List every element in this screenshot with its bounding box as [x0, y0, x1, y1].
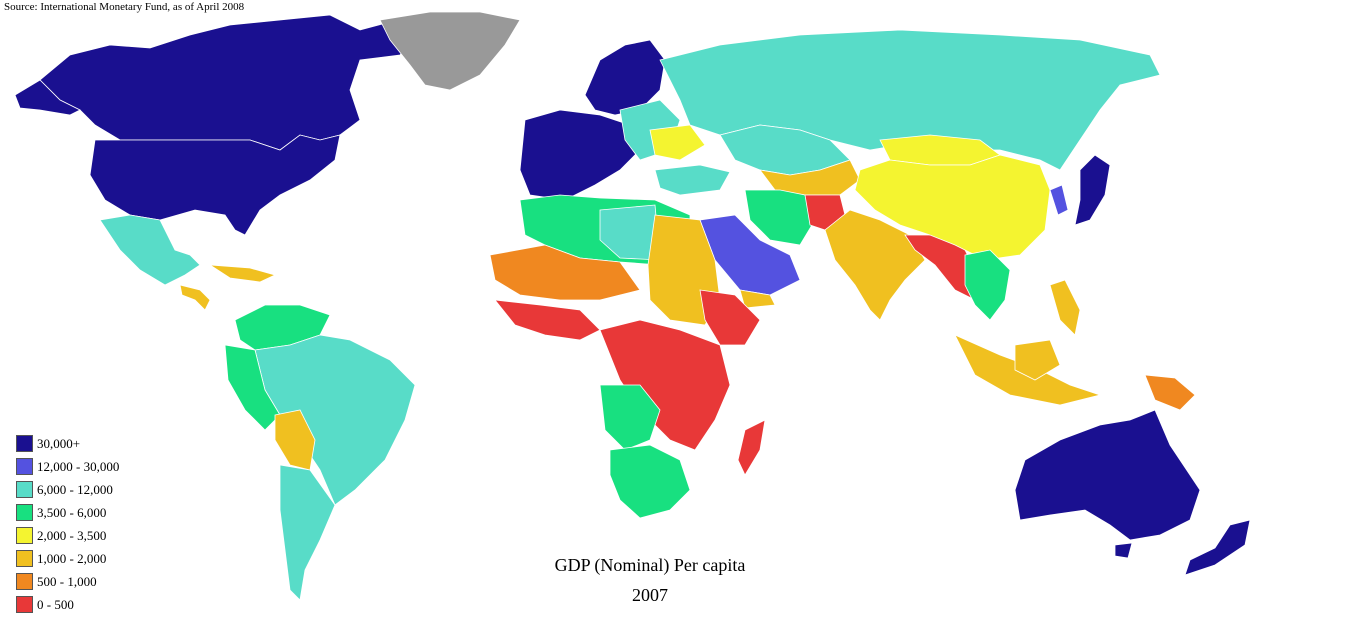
region-australia — [1014, 409, 1201, 541]
legend: 30,000+ 12,000 - 30,000 6,000 - 12,000 3… — [16, 432, 119, 616]
region-alaska — [14, 79, 81, 116]
legend-label: 0 - 500 — [37, 596, 74, 612]
region-southern-africa — [609, 444, 691, 519]
region-angola-congo — [599, 384, 661, 451]
legend-swatch — [16, 458, 33, 475]
legend-label: 12,000 - 30,000 — [37, 458, 120, 474]
region-yemen — [739, 289, 776, 309]
region-canada — [39, 14, 421, 151]
region-caribbean — [209, 264, 277, 283]
region-turkey — [654, 164, 731, 196]
region-argentina — [279, 464, 336, 601]
legend-item: 3,500 - 6,000 — [16, 501, 119, 524]
region-greenland — [379, 11, 521, 91]
legend-label: 3,500 - 6,000 — [37, 504, 107, 520]
region-central-america — [179, 284, 211, 311]
legend-swatch — [16, 596, 33, 613]
region-sahel — [489, 244, 641, 301]
legend-item: 2,000 - 3,500 — [16, 524, 119, 547]
region-china — [854, 154, 1051, 261]
region-libya — [599, 204, 661, 261]
region-west-africa — [494, 299, 601, 341]
region-mexico — [99, 214, 201, 286]
map-year: 2007 — [632, 585, 668, 605]
region-horn-of-africa — [699, 289, 761, 346]
region-papua-new-guinea — [1144, 374, 1196, 411]
legend-label: 500 - 1,000 — [37, 573, 97, 589]
legend-label: 2,000 - 3,500 — [37, 527, 107, 543]
region-madagascar — [737, 419, 766, 476]
legend-item: 6,000 - 12,000 — [16, 478, 119, 501]
region-ukraine — [649, 124, 706, 161]
map-title: GDP (Nominal) Per capita — [554, 555, 746, 575]
legend-label: 6,000 - 12,000 — [37, 481, 113, 497]
region-philippines — [1049, 279, 1081, 336]
region-iran — [744, 189, 816, 246]
legend-swatch — [16, 481, 33, 498]
legend-swatch — [16, 527, 33, 544]
region-tasmania — [1114, 542, 1133, 559]
region-peru — [224, 344, 281, 431]
legend-item: 1,000 - 2,000 — [16, 547, 119, 570]
region-new-zealand — [1184, 519, 1251, 576]
region-india — [824, 209, 926, 321]
legend-item: 0 - 500 — [16, 593, 119, 616]
legend-item: 12,000 - 30,000 — [16, 455, 119, 478]
region-japan — [1074, 154, 1111, 226]
source-note: Source: International Monetary Fund, as … — [4, 1, 245, 13]
region-saudi-arabia — [699, 214, 801, 296]
region-scandinavia — [584, 39, 666, 116]
legend-item: 30,000+ — [16, 432, 119, 455]
legend-swatch — [16, 504, 33, 521]
region-korea — [1049, 184, 1069, 216]
legend-label: 30,000+ — [37, 435, 81, 451]
legend-label: 1,000 - 2,000 — [37, 550, 107, 566]
region-western-europe — [519, 109, 641, 201]
legend-swatch — [16, 435, 33, 452]
region-borneo — [1014, 339, 1061, 381]
legend-item: 500 - 1,000 — [16, 570, 119, 593]
region-indochina — [964, 249, 1011, 321]
legend-swatch — [16, 573, 33, 590]
legend-swatch — [16, 550, 33, 567]
